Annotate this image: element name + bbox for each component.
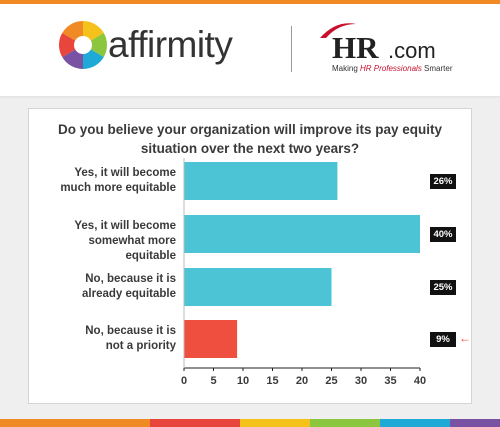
logo-divider [291,26,292,72]
bar [184,162,338,200]
hr-tagline: Making HR Professionals Smarter [332,64,453,73]
category-label-line: No, because it is [85,273,176,285]
value-badge: 40% [430,227,456,242]
x-tick-label: 20 [296,375,308,387]
highlight-arrow-icon: ← [459,331,471,345]
value-badge: 26% [430,174,456,189]
x-tick-label: 30 [355,375,367,387]
stripe-segment [0,419,150,427]
hr-com-logo-icon [320,23,356,38]
stripe-segment [150,419,240,427]
value-badge: 25% [430,280,456,295]
chart-title: Do you believe your organization will im… [57,122,443,156]
stripe-segment [380,419,450,427]
x-tick-label: 0 [181,375,187,387]
stripe-segment [450,419,500,427]
x-tick-label: 5 [210,375,216,387]
tagline-pre: Making [332,64,361,73]
hr-logo-text: HR [332,30,379,65]
x-tick-label: 25 [325,375,337,387]
top-accent-stripe [0,0,500,4]
category-label-line: somewhat more equitable [88,235,176,262]
affirmity-logo-icon [58,20,108,69]
header-rule [0,96,500,98]
x-tick-label: 35 [384,375,396,387]
bar [184,320,238,358]
category-label-line: Yes, it will become [74,167,176,179]
bar [184,215,420,253]
tagline-red: HR Professionals [360,64,422,73]
bottom-accent-stripe [0,419,500,427]
category-label: No, because it is already equitable [36,272,176,302]
hr-logo-domain: .com [388,38,436,63]
category-label: No, because it is not a priority [36,324,176,354]
category-label: Yes, it will become somewhat more equitab… [36,219,176,264]
x-tick-label: 10 [237,375,249,387]
chart-card [28,108,472,404]
value-badge: 9% [430,332,456,347]
category-label-line: already equitable [82,288,176,300]
bar [184,268,332,306]
affirmity-wordmark: affirmity [108,24,233,65]
category-label: Yes, it will become much more equitable [36,166,176,196]
x-tick-label: 15 [266,375,278,387]
tagline-post: Smarter [421,64,453,73]
stripe-segment [240,419,310,427]
category-label-line: Yes, it will become [74,220,176,232]
x-tick-label: 40 [414,375,426,387]
category-label-line: No, because it is [85,325,176,337]
stripe-segment [310,419,380,427]
category-label-line: much more equitable [60,182,176,194]
category-label-line: not a priority [105,340,176,352]
